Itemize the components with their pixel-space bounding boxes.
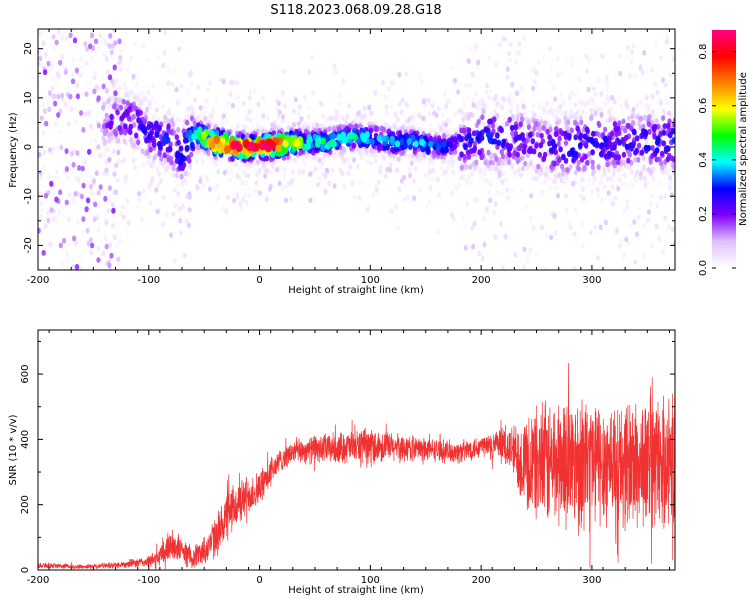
snr-xtick-label: 200 <box>472 575 491 586</box>
colorbar-tick-label: 0.4 <box>698 152 709 168</box>
colorbar-tick-label: 0.8 <box>698 44 709 60</box>
snr-ytick-label: 0 <box>20 567 31 573</box>
snr-xtick-label: 0 <box>256 575 262 586</box>
colorbar-tick-label: 0.0 <box>698 260 709 276</box>
snr-frame <box>37 329 676 571</box>
colorbar-tick-label: 0.6 <box>698 98 709 114</box>
snr-series-line <box>38 363 675 570</box>
spectrogram-xlabel: Height of straight line (km) <box>288 285 424 296</box>
snr-ytick-label: 400 <box>20 430 31 449</box>
spectrogram-ytick-label: -10 <box>23 188 34 204</box>
spectrogram-ytick-label: 20 <box>23 42 34 55</box>
colorbar-tick-label: 0.2 <box>698 206 709 222</box>
snr-ylabel: SNR (10 * v/v) <box>8 414 19 485</box>
spectrogram-frame <box>37 28 676 271</box>
spectrogram-ytick-label: -20 <box>23 237 34 253</box>
snr-ytick-label: 600 <box>20 365 31 384</box>
spectrogram-heatmap <box>38 29 675 270</box>
colorbar-gradient <box>712 30 736 268</box>
colorbar-label: Normalized spectral amplitude <box>738 72 749 226</box>
snr-xlabel: Height of straight line (km) <box>288 585 424 596</box>
snr-xtick-label: 100 <box>361 575 380 586</box>
snr-ytick-label: 200 <box>20 495 31 514</box>
snr-axes: -200 -100 0 100 200 300 0 200 400 600 <box>20 330 675 586</box>
spectrogram-ylabel: Frequency (Hz) <box>8 112 19 188</box>
spectrogram-xtick-label: 100 <box>361 275 380 286</box>
colorbar-ticks: 0.0 0.2 0.4 0.6 0.8 <box>698 44 736 276</box>
spectrogram-xtick-label: -100 <box>137 275 160 286</box>
spectrogram-xtick-label: 300 <box>582 275 601 286</box>
snr-xtick-label: 300 <box>582 575 601 586</box>
spectrogram-xtick-label: 200 <box>472 275 491 286</box>
snr-panel: -200 -100 0 100 200 300 0 200 400 600 Height of s… <box>8 329 676 596</box>
spectrogram-ytick-label: 0 <box>23 144 34 150</box>
figure-title: S118.2023.068.09.28.G18 <box>270 3 441 18</box>
snr-xtick-label: -200 <box>27 575 50 586</box>
spectrogram-xtick-label: 0 <box>256 275 262 286</box>
spectrogram-xtick-label: -200 <box>27 275 50 286</box>
spectrogram-ytick-label: 10 <box>23 91 34 104</box>
colorbar: 0.0 0.2 0.4 0.6 0.8 Normalized spectral ampl… <box>698 30 749 276</box>
snr-xtick-label: -100 <box>137 575 160 586</box>
